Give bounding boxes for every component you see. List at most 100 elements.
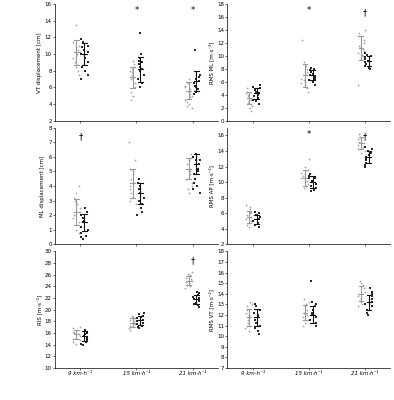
- Point: [358, 299, 364, 306]
- Point: [355, 82, 361, 88]
- Point: [356, 30, 362, 36]
- Point: [301, 59, 307, 66]
- Point: [302, 171, 309, 178]
- Point: [190, 154, 196, 160]
- Point: [128, 319, 135, 326]
- Point: [186, 76, 192, 82]
- Point: [305, 167, 311, 174]
- Point: [369, 303, 375, 310]
- Point: [190, 91, 197, 97]
- Point: [364, 58, 371, 64]
- Point: [84, 330, 90, 336]
- Point: [362, 288, 368, 295]
- Point: [244, 222, 250, 228]
- Point: [183, 176, 189, 182]
- Point: [305, 156, 312, 162]
- Point: [312, 320, 319, 327]
- Point: [76, 183, 82, 189]
- Point: [303, 312, 310, 318]
- Text: †: †: [190, 256, 195, 265]
- Point: [255, 328, 262, 334]
- Point: [82, 327, 88, 333]
- Point: [309, 310, 315, 316]
- Point: [306, 77, 312, 84]
- Point: [138, 200, 145, 207]
- Point: [84, 329, 91, 335]
- Point: [127, 186, 133, 192]
- Point: [80, 218, 87, 224]
- Point: [361, 40, 367, 46]
- Point: [307, 69, 314, 75]
- Point: [311, 187, 317, 193]
- Point: [195, 290, 202, 296]
- Point: [84, 336, 90, 342]
- Point: [130, 171, 136, 178]
- Point: [137, 68, 143, 74]
- Point: [77, 324, 83, 330]
- Point: [303, 62, 309, 69]
- Point: [186, 190, 192, 196]
- Point: [132, 321, 138, 328]
- Point: [129, 314, 136, 320]
- Point: [141, 309, 147, 316]
- Point: [82, 205, 88, 211]
- Point: [136, 325, 142, 332]
- Point: [251, 93, 257, 99]
- Point: [72, 340, 79, 347]
- Point: [313, 314, 320, 320]
- Point: [193, 156, 199, 163]
- Point: [362, 163, 368, 170]
- Point: [298, 75, 304, 82]
- Point: [301, 163, 308, 170]
- Point: [70, 325, 76, 332]
- Point: [136, 197, 143, 204]
- Point: [132, 156, 138, 163]
- Point: [245, 317, 251, 324]
- Point: [137, 84, 143, 90]
- Point: [76, 42, 82, 49]
- Point: [257, 82, 263, 88]
- Point: [127, 68, 133, 74]
- Point: [74, 51, 80, 57]
- Point: [250, 97, 256, 103]
- Point: [303, 84, 309, 90]
- Point: [249, 103, 255, 110]
- Point: [186, 88, 192, 95]
- Point: [127, 317, 134, 323]
- Point: [193, 151, 199, 157]
- Point: [298, 175, 304, 182]
- Point: [190, 80, 197, 86]
- Point: [308, 183, 314, 189]
- Point: [187, 165, 193, 172]
- Point: [358, 296, 364, 302]
- Point: [248, 95, 254, 101]
- Point: [139, 66, 145, 72]
- Point: [256, 331, 262, 337]
- Point: [78, 76, 85, 82]
- Point: [301, 77, 307, 84]
- Point: [131, 61, 138, 67]
- Point: [134, 318, 140, 324]
- Point: [131, 318, 137, 324]
- Point: [129, 324, 136, 330]
- Point: [184, 282, 190, 288]
- Point: [309, 179, 315, 185]
- Point: [362, 301, 368, 308]
- Point: [244, 85, 251, 92]
- Point: [364, 310, 370, 316]
- Point: [244, 322, 250, 329]
- Point: [194, 183, 200, 189]
- Point: [367, 285, 373, 292]
- Point: [78, 234, 84, 240]
- Point: [128, 76, 135, 82]
- Y-axis label: ML displacement [cm]: ML displacement [cm]: [41, 155, 45, 217]
- Point: [73, 327, 80, 333]
- Point: [307, 64, 314, 71]
- Point: [187, 273, 193, 279]
- Point: [83, 338, 89, 345]
- Point: [75, 230, 82, 236]
- Point: [304, 85, 310, 92]
- Point: [140, 319, 146, 326]
- Point: [191, 301, 197, 307]
- Point: [360, 144, 366, 150]
